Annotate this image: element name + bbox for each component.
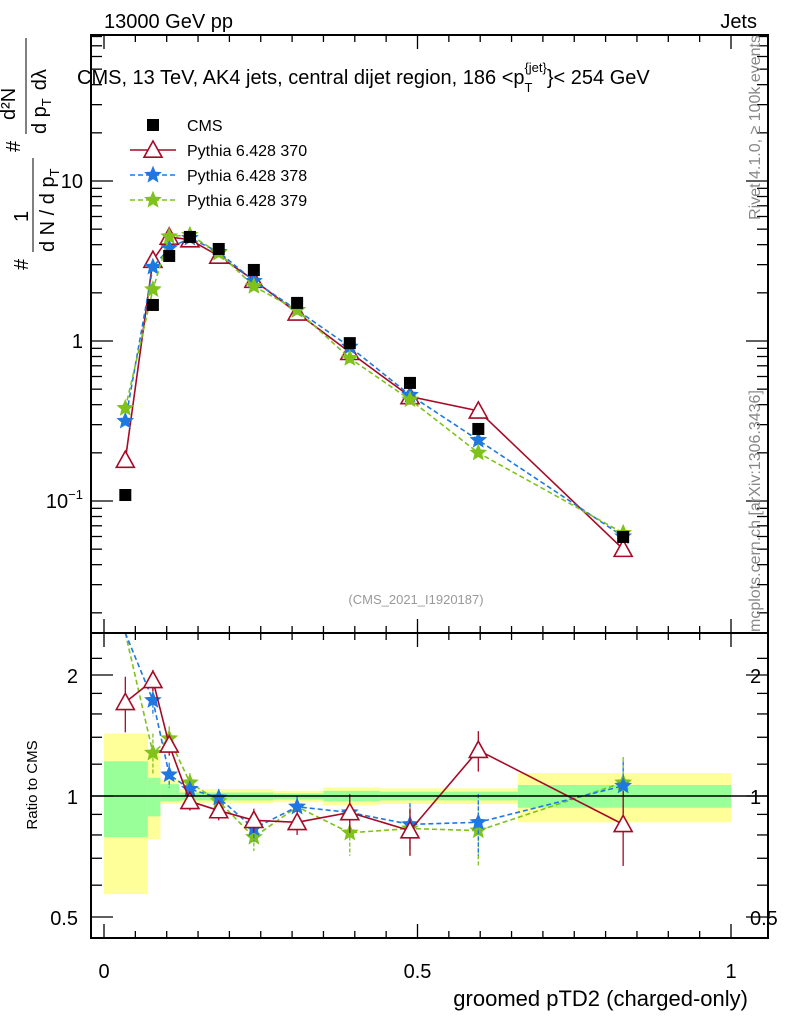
data-point	[163, 249, 176, 262]
analysis-id: (CMS_2021_I1920187)	[348, 592, 483, 607]
x-tick-label: 0.5	[404, 961, 432, 983]
data-point	[146, 298, 159, 311]
ratio-series-pythia-6-428-379	[124, 632, 633, 866]
uncertainty-band-stat	[147, 777, 161, 817]
ratio-y-tick-label: 2	[67, 666, 78, 688]
y-tick-label: 10−1	[46, 487, 83, 513]
uncertainty-band-stat	[104, 761, 148, 838]
x-axis-label: groomed pTD2 (charged-only)	[453, 986, 748, 1011]
legend-entry: Pythia 6.428 379	[130, 190, 307, 210]
ratio-point	[179, 790, 201, 810]
data-point	[472, 422, 485, 435]
data-point	[114, 449, 136, 469]
ratio-point	[160, 765, 179, 783]
ylabel-d2n: d²N	[0, 88, 20, 120]
ratio-point	[144, 690, 162, 708]
data-point	[343, 337, 356, 350]
data-point	[144, 257, 162, 275]
ratio-series-pythia-6-428-370	[114, 669, 634, 866]
x-tick-label: 1	[725, 961, 736, 983]
uncertainty-band-stat	[160, 784, 180, 802]
y-axis-label: # 1 d N / d pT # d²N d pTdλ	[0, 38, 62, 270]
ratio-point	[467, 739, 489, 759]
legend-entry: Pythia 6.428 370	[130, 139, 307, 160]
ylabel-one: 1	[11, 211, 33, 222]
data-point	[212, 242, 225, 255]
data-point	[291, 296, 304, 309]
ratio-point	[612, 813, 634, 833]
ratio-y-tick-label-right: 0.5	[750, 908, 778, 930]
legend-marker	[142, 139, 164, 158]
data-point	[469, 443, 488, 461]
data-point	[144, 280, 162, 297]
data-point	[116, 411, 135, 429]
data-point	[403, 376, 416, 389]
series-pythia-6-428-370	[114, 226, 634, 558]
data-point	[160, 227, 179, 245]
y-tick-base: 10	[46, 491, 68, 513]
legend-marker	[144, 190, 162, 208]
ylabel-hash: #	[11, 258, 33, 270]
ylabel-dptdl: d pTdλ	[29, 69, 54, 134]
rivet-version: Rivet 4.1.0, ≥ 100k events	[747, 35, 764, 220]
data-point	[244, 276, 263, 294]
ratio-y-tick-label-right: 1	[750, 787, 761, 809]
ratio-point	[469, 812, 488, 830]
legend-label: Pythia 6.428 378	[187, 168, 307, 185]
ratio-frame	[90, 632, 769, 939]
y-tick-label: 1	[72, 331, 83, 353]
ratio-y-label: Ratio to CMS	[24, 740, 41, 829]
data-point	[183, 230, 196, 243]
ratio-point	[208, 799, 230, 819]
legend-marker	[144, 165, 162, 183]
data-point	[340, 348, 359, 366]
chart-title: CMS, 13 TeV, AK4 jets, central dijet reg…	[77, 60, 650, 95]
ratio-point	[144, 743, 162, 761]
mcplots-credit: mcplots.cern.ch [arXiv:1306.3436]	[747, 390, 764, 632]
ratio-point	[399, 819, 421, 839]
y-tick-base: 1	[72, 331, 83, 353]
legend-entry: Pythia 6.428 378	[130, 165, 307, 185]
series-line	[124, 234, 624, 534]
ratio-line	[124, 632, 624, 839]
legend-label: CMS	[187, 118, 223, 135]
ratio-point	[243, 809, 265, 829]
ratio-y-tick-label-right: 2	[750, 666, 761, 688]
data-point	[116, 398, 135, 416]
legend-label: Pythia 6.428 370	[187, 143, 307, 160]
data-point	[467, 400, 489, 419]
legend-label: Pythia 6.428 379	[187, 193, 307, 210]
header-right: Jets	[720, 11, 757, 33]
ylabel-hash2: #	[3, 140, 25, 152]
data-point	[247, 263, 260, 276]
ratio-point	[339, 801, 361, 821]
series-pythia-6-428-379	[116, 225, 633, 541]
ratio-series-pythia-6-428-378	[124, 632, 633, 856]
ratio-point	[114, 691, 136, 711]
data-point	[617, 530, 630, 543]
series-cms	[119, 230, 630, 543]
y-tick-exponent: −1	[68, 487, 83, 502]
ratio-point	[158, 734, 180, 753]
ratio-point	[288, 797, 306, 815]
y-tick-base: 10	[61, 171, 83, 193]
ratio-point	[142, 669, 164, 689]
x-tick-label: 0	[98, 961, 109, 983]
legend-entry: CMS	[147, 118, 223, 135]
y-tick-label: 10	[61, 171, 83, 193]
ratio-y-tick-label: 1	[67, 787, 78, 809]
data-point	[612, 538, 634, 558]
legend-marker	[147, 119, 159, 131]
series-pythia-6-428-378	[116, 228, 633, 545]
ratio-point	[286, 811, 308, 831]
ylabel-dndpt: d N / d pT	[37, 168, 62, 252]
ratio-point	[614, 776, 633, 794]
series-line	[124, 236, 624, 550]
ratio-y-tick-label: 0.5	[50, 908, 78, 930]
data-point	[119, 489, 132, 502]
header-left: 13000 GeV pp	[104, 11, 233, 33]
data-point	[401, 390, 419, 408]
